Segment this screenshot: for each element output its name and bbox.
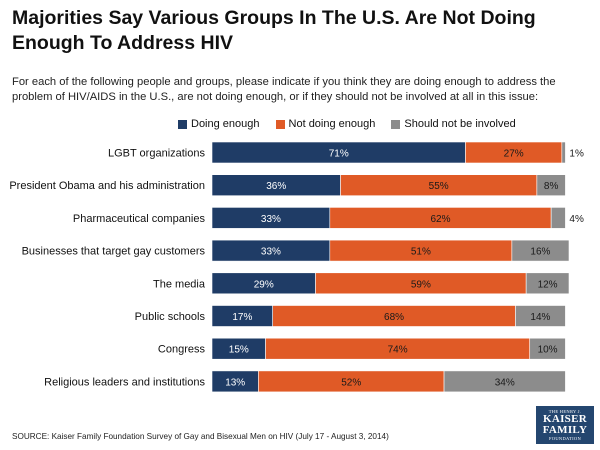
legend-label-should-not-be-involved: Should not be involved bbox=[404, 118, 516, 130]
category-label-congress: Congress bbox=[158, 344, 206, 356]
data-label-should-not-be-involved-public-schools: 14% bbox=[530, 312, 550, 323]
legend-swatch-should-not-be-involved bbox=[391, 119, 401, 129]
data-label-doing-enough-lgbt-organizations: 71% bbox=[329, 149, 349, 160]
bar-should-not-be-involved-president-obama-and-his-administration bbox=[536, 174, 566, 197]
bar-should-not-be-involved-pharmaceutical-companies bbox=[550, 207, 566, 229]
data-label-not-doing-enough-religious-leaders-and-institutions: 52% bbox=[341, 377, 361, 388]
chart-title: Majorities Say Various Groups In The U.S… bbox=[12, 7, 536, 54]
logo-line-1: THE HENRY J. bbox=[548, 409, 582, 414]
data-label-not-doing-enough-pharmaceutical-companies: 62% bbox=[430, 214, 450, 225]
data-label-should-not-be-involved-president-obama-and-his-administration: 8% bbox=[544, 181, 559, 192]
data-label-not-doing-enough-congress: 74% bbox=[388, 345, 408, 356]
legend-item-should-not-be-involved: Should not be involved bbox=[391, 118, 516, 130]
data-label-not-doing-enough-businesses-that-target-gay-customers: 51% bbox=[411, 247, 431, 258]
legend-item-not-doing-enough: Not doing enough bbox=[275, 118, 376, 130]
data-label-should-not-be-involved-pharmaceutical-companies: 4% bbox=[569, 214, 584, 225]
data-label-should-not-be-involved-lgbt-organizations: 1% bbox=[569, 149, 584, 160]
legend-swatch-not-doing-enough bbox=[275, 119, 285, 129]
category-label-pharmaceutical-companies: Pharmaceutical companies bbox=[73, 213, 206, 225]
logo-line-3: FOUNDATION bbox=[549, 436, 581, 441]
bar-should-not-be-involved-lgbt-organizations bbox=[561, 141, 566, 164]
data-label-doing-enough-businesses-that-target-gay-customers: 33% bbox=[261, 247, 281, 258]
data-label-not-doing-enough-public-schools: 68% bbox=[384, 312, 404, 323]
stacked-bar-chart: LGBT organizations 71% 27% 1% President Obam… bbox=[9, 141, 584, 393]
bar-should-not-be-involved-the-media bbox=[525, 272, 570, 295]
data-label-should-not-be-involved-religious-leaders-and-institutions: 34% bbox=[495, 377, 515, 388]
data-label-doing-enough-president-obama-and-his-administration: 36% bbox=[266, 181, 286, 192]
legend: Doing enough Not doing enough Should not… bbox=[178, 117, 532, 131]
data-label-doing-enough-the-media: 29% bbox=[254, 279, 274, 290]
data-label-not-doing-enough-the-media: 59% bbox=[411, 279, 431, 290]
data-label-should-not-be-involved-congress: 10% bbox=[538, 345, 558, 356]
chart-subtitle: For each of the following people and gro… bbox=[12, 76, 556, 103]
bar-should-not-be-involved-congress bbox=[529, 337, 566, 360]
data-label-doing-enough-pharmaceutical-companies: 33% bbox=[261, 214, 281, 225]
data-label-not-doing-enough-lgbt-organizations: 27% bbox=[504, 149, 524, 160]
data-label-doing-enough-public-schools: 17% bbox=[232, 312, 252, 323]
category-label-businesses-that-target-gay-customers: Businesses that target gay customers bbox=[22, 246, 206, 258]
data-label-should-not-be-involved-the-media: 12% bbox=[538, 279, 558, 290]
category-label-religious-leaders-and-institutions: Religious leaders and institutions bbox=[44, 376, 205, 388]
category-label-public-schools: Public schools bbox=[135, 311, 206, 323]
category-label-lgbt-organizations: LGBT organizations bbox=[108, 148, 206, 160]
data-label-doing-enough-religious-leaders-and-institutions: 13% bbox=[225, 377, 245, 388]
bar-should-not-be-involved-businesses-that-target-gay-customers bbox=[511, 239, 570, 262]
kaiser-family-foundation-logo: THE HENRY J. KAISER FAMILY FOUNDATION bbox=[536, 406, 594, 444]
bar-should-not-be-involved-public-schools bbox=[515, 305, 566, 327]
category-label-president-obama-and-his-administration: President Obama and his administration bbox=[9, 180, 205, 192]
legend-item-doing-enough: Doing enough bbox=[178, 118, 260, 130]
legend-swatch-doing-enough bbox=[178, 119, 187, 129]
source-note: SOURCE: Kaiser Family Foundation Survey … bbox=[12, 432, 389, 441]
data-label-should-not-be-involved-businesses-that-target-gay-customers: 16% bbox=[530, 247, 550, 258]
data-label-not-doing-enough-president-obama-and-his-administration: 55% bbox=[429, 181, 449, 192]
legend-label-not-doing-enough: Not doing enough bbox=[288, 118, 376, 130]
logo-line-2a: KAISER bbox=[543, 413, 587, 425]
data-label-doing-enough-congress: 15% bbox=[229, 345, 249, 356]
category-label-the-media: The media bbox=[153, 278, 206, 290]
legend-label-doing-enough: Doing enough bbox=[191, 118, 260, 130]
logo-line-2b: FAMILY bbox=[542, 424, 588, 436]
bar-should-not-be-involved-religious-leaders-and-institutions bbox=[443, 370, 566, 393]
